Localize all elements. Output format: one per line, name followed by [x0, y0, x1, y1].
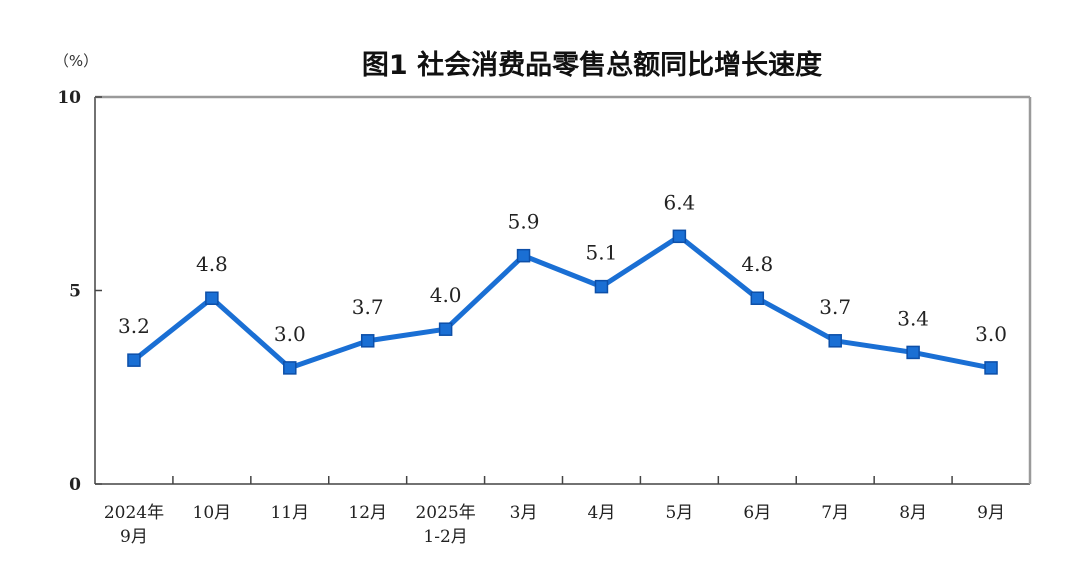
x-tick-label-line: 9月 — [120, 527, 148, 547]
y-axis-unit: （%） — [54, 52, 98, 70]
x-tick-label-line: 2024年 — [104, 503, 164, 523]
data-label: 5.9 — [508, 210, 540, 234]
data-point — [984, 361, 998, 375]
x-axis-ticks: 2024年 9月 10月 11月 12月 2025年 1-2月 3月 4月 5月 6月 7月 8月 9月 — [104, 476, 1005, 547]
x-tick-label: 12月 — [348, 503, 387, 523]
x-tick-label-line: 11月 — [270, 503, 309, 523]
x-tick-label-line: 6月 — [743, 503, 771, 523]
data-point — [438, 322, 453, 336]
data-point — [127, 353, 141, 367]
x-tick-label-line: 9月 — [977, 503, 1005, 523]
data-label: 4.0 — [430, 283, 462, 307]
series-line — [131, 233, 994, 371]
x-tick-label: 2025年 1-2月 — [415, 503, 475, 547]
data-point — [205, 291, 219, 305]
data-point — [906, 345, 920, 360]
y-tick-label: 10 — [57, 88, 81, 108]
data-point — [750, 291, 765, 305]
x-tick-label-line: 1-2月 — [423, 527, 467, 547]
data-label: 3.7 — [352, 295, 384, 319]
x-tick-label: 11月 — [270, 503, 309, 523]
x-tick-label: 6月 — [743, 503, 771, 523]
data-label: 3.4 — [897, 306, 929, 330]
data-label: 4.8 — [741, 252, 773, 276]
x-tick-label: 7月 — [821, 503, 849, 523]
x-tick-label: 2024年 9月 — [104, 503, 164, 547]
data-label: 6.4 — [663, 190, 695, 214]
x-tick-label-line: 2025年 — [415, 503, 475, 523]
x-tick-label-line: 7月 — [821, 503, 849, 523]
series-group: 3.2 4.8 3.0 3.7 4.0 5.9 5.1 6.4 4.8 3.7 3.4 3.0 — [118, 190, 1007, 375]
y-tick-label: 5 — [69, 282, 81, 302]
x-tick-label-line: 10月 — [193, 503, 232, 523]
data-label: 5.1 — [586, 241, 618, 265]
data-point — [516, 248, 531, 263]
data-label: 3.0 — [274, 322, 306, 346]
plot-frame — [94, 95, 1032, 485]
data-point — [360, 334, 375, 348]
x-tick-label: 4月 — [588, 503, 616, 523]
x-tick-label: 8月 — [899, 503, 927, 523]
data-point — [828, 334, 842, 348]
x-tick-label-line: 5月 — [665, 503, 693, 523]
x-tick-label-line: 8月 — [899, 503, 927, 523]
data-point — [594, 279, 609, 294]
y-tick-label: 0 — [69, 475, 81, 495]
x-tick-label-line: 3月 — [510, 503, 538, 523]
data-label: 3.2 — [118, 314, 150, 338]
chart-title: 图1 社会消费品零售总额同比增长速度 — [362, 49, 822, 81]
y-axis-ticks: 0 5 10 — [57, 88, 102, 495]
data-label: 3.0 — [975, 322, 1007, 346]
data-point — [283, 361, 297, 375]
x-tick-label-line: 4月 — [588, 503, 616, 523]
data-point — [672, 229, 687, 244]
x-tick-label: 5月 — [665, 503, 693, 523]
x-tick-label: 9月 — [977, 503, 1005, 523]
x-tick-label-line: 12月 — [348, 503, 387, 523]
data-label: 3.7 — [819, 295, 851, 319]
data-label: 4.8 — [196, 252, 228, 276]
x-tick-label: 3月 — [510, 503, 538, 523]
x-tick-label: 10月 — [193, 503, 232, 523]
